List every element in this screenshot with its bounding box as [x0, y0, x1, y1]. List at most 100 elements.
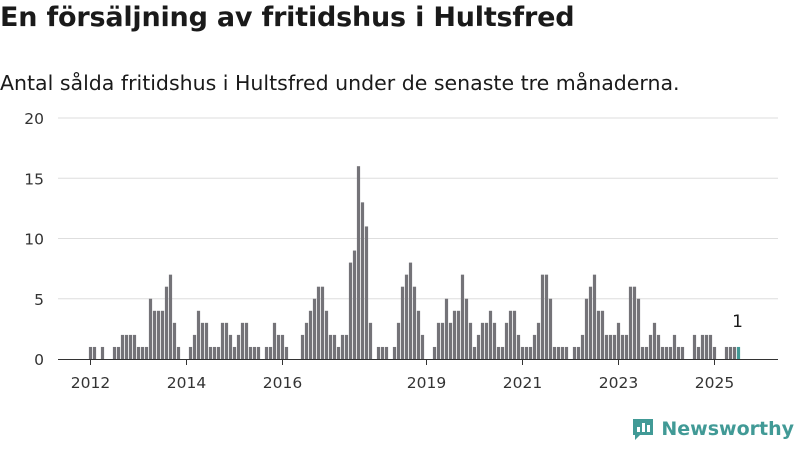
bar	[680, 346, 685, 359]
bar	[524, 346, 529, 359]
bar	[344, 334, 349, 359]
bar	[588, 286, 593, 359]
bar	[348, 262, 353, 359]
bar	[176, 346, 181, 359]
bar	[172, 322, 177, 359]
bar	[676, 346, 681, 359]
bar	[508, 310, 513, 359]
bar	[216, 346, 221, 359]
bar	[596, 310, 601, 359]
bar	[580, 334, 585, 359]
bar	[316, 286, 321, 359]
bar	[488, 310, 493, 359]
bar	[320, 286, 325, 359]
bar	[540, 274, 545, 359]
bar	[268, 346, 273, 359]
bar	[356, 166, 361, 359]
bar	[656, 334, 661, 359]
bar	[664, 346, 669, 359]
bar	[420, 334, 425, 359]
bar	[308, 310, 313, 359]
bar	[196, 310, 201, 359]
bar	[384, 346, 389, 359]
bar	[436, 322, 441, 359]
bar	[408, 262, 413, 359]
bar	[496, 346, 501, 359]
bar	[660, 346, 665, 359]
bar	[156, 310, 161, 359]
bar	[696, 346, 701, 359]
bar	[152, 310, 157, 359]
bar	[404, 274, 409, 359]
bar	[192, 334, 197, 359]
bar	[88, 346, 93, 359]
x-tick-label: 2012	[71, 374, 110, 392]
bar	[608, 334, 613, 359]
bar	[168, 274, 173, 359]
bar	[112, 346, 117, 359]
bar	[668, 346, 673, 359]
bar	[300, 334, 305, 359]
bar	[528, 346, 533, 359]
bar	[532, 334, 537, 359]
bar	[208, 346, 213, 359]
bar	[144, 346, 149, 359]
bar	[692, 334, 697, 359]
bar	[124, 334, 129, 359]
bar	[632, 286, 637, 359]
bar	[240, 322, 245, 359]
chart-title: En försäljning av fritidshus i Hultsfred	[0, 2, 575, 33]
bar	[200, 322, 205, 359]
bar	[100, 346, 105, 359]
bar	[448, 322, 453, 359]
bar	[128, 334, 133, 359]
bar	[376, 346, 381, 359]
y-tick-label: 15	[24, 170, 44, 188]
bar	[572, 346, 577, 359]
bars	[88, 166, 741, 359]
bar	[712, 346, 717, 359]
bar	[560, 346, 565, 359]
bar	[548, 298, 553, 359]
bar	[592, 274, 597, 359]
bar	[628, 286, 633, 359]
bar	[652, 322, 657, 359]
highlighted-bar	[736, 346, 741, 359]
bar	[476, 334, 481, 359]
bar	[132, 334, 137, 359]
bar	[116, 346, 121, 359]
bar	[440, 322, 445, 359]
bar	[324, 310, 329, 359]
bar	[148, 298, 153, 359]
bar	[164, 286, 169, 359]
bar	[708, 334, 713, 359]
bar	[328, 334, 333, 359]
bar	[576, 346, 581, 359]
bar	[228, 334, 233, 359]
bar	[468, 322, 473, 359]
bar	[244, 322, 249, 359]
bar	[492, 322, 497, 359]
bar	[204, 322, 209, 359]
bar	[604, 334, 609, 359]
bar	[220, 322, 225, 359]
bar	[516, 334, 521, 359]
x-tick-label: 2016	[263, 374, 302, 392]
bar	[336, 346, 341, 359]
chart-subtitle: Antal sålda fritidshus i Hultsfred under…	[0, 71, 680, 95]
y-tick-label: 0	[34, 351, 44, 369]
bar	[648, 334, 653, 359]
bar	[368, 322, 373, 359]
bar	[564, 346, 569, 359]
annotations: 1	[732, 312, 743, 332]
bar	[412, 286, 417, 359]
y-axis: 0 5 10 15 20	[24, 110, 44, 369]
x-tick-label: 2025	[695, 374, 734, 392]
bar	[616, 322, 621, 359]
last-value-label: 1	[732, 312, 743, 332]
bar	[160, 310, 165, 359]
bar	[552, 346, 557, 359]
bar	[352, 250, 357, 359]
bar	[136, 346, 141, 359]
